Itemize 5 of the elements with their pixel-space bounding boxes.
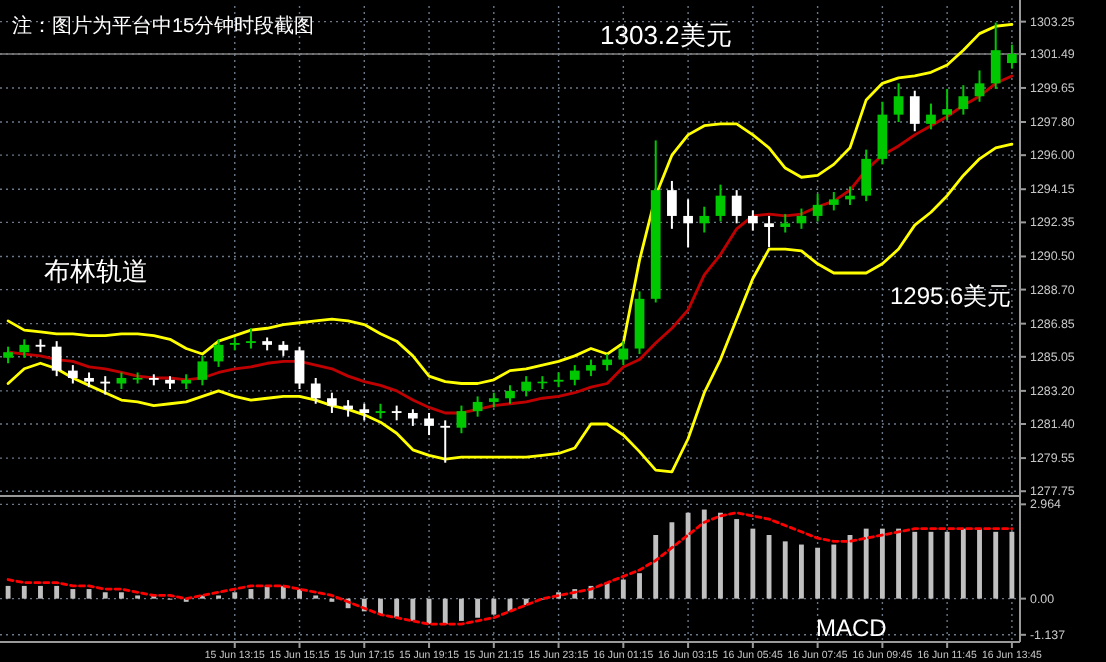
annotation: 注：图片为平台中15分钟时段截图	[12, 14, 315, 38]
annotation: 布林轨道	[44, 256, 148, 286]
annotation: 1295.6美元	[890, 282, 1012, 310]
annotation: MACD	[816, 614, 888, 642]
annotation: 1303.2美元	[600, 20, 732, 50]
